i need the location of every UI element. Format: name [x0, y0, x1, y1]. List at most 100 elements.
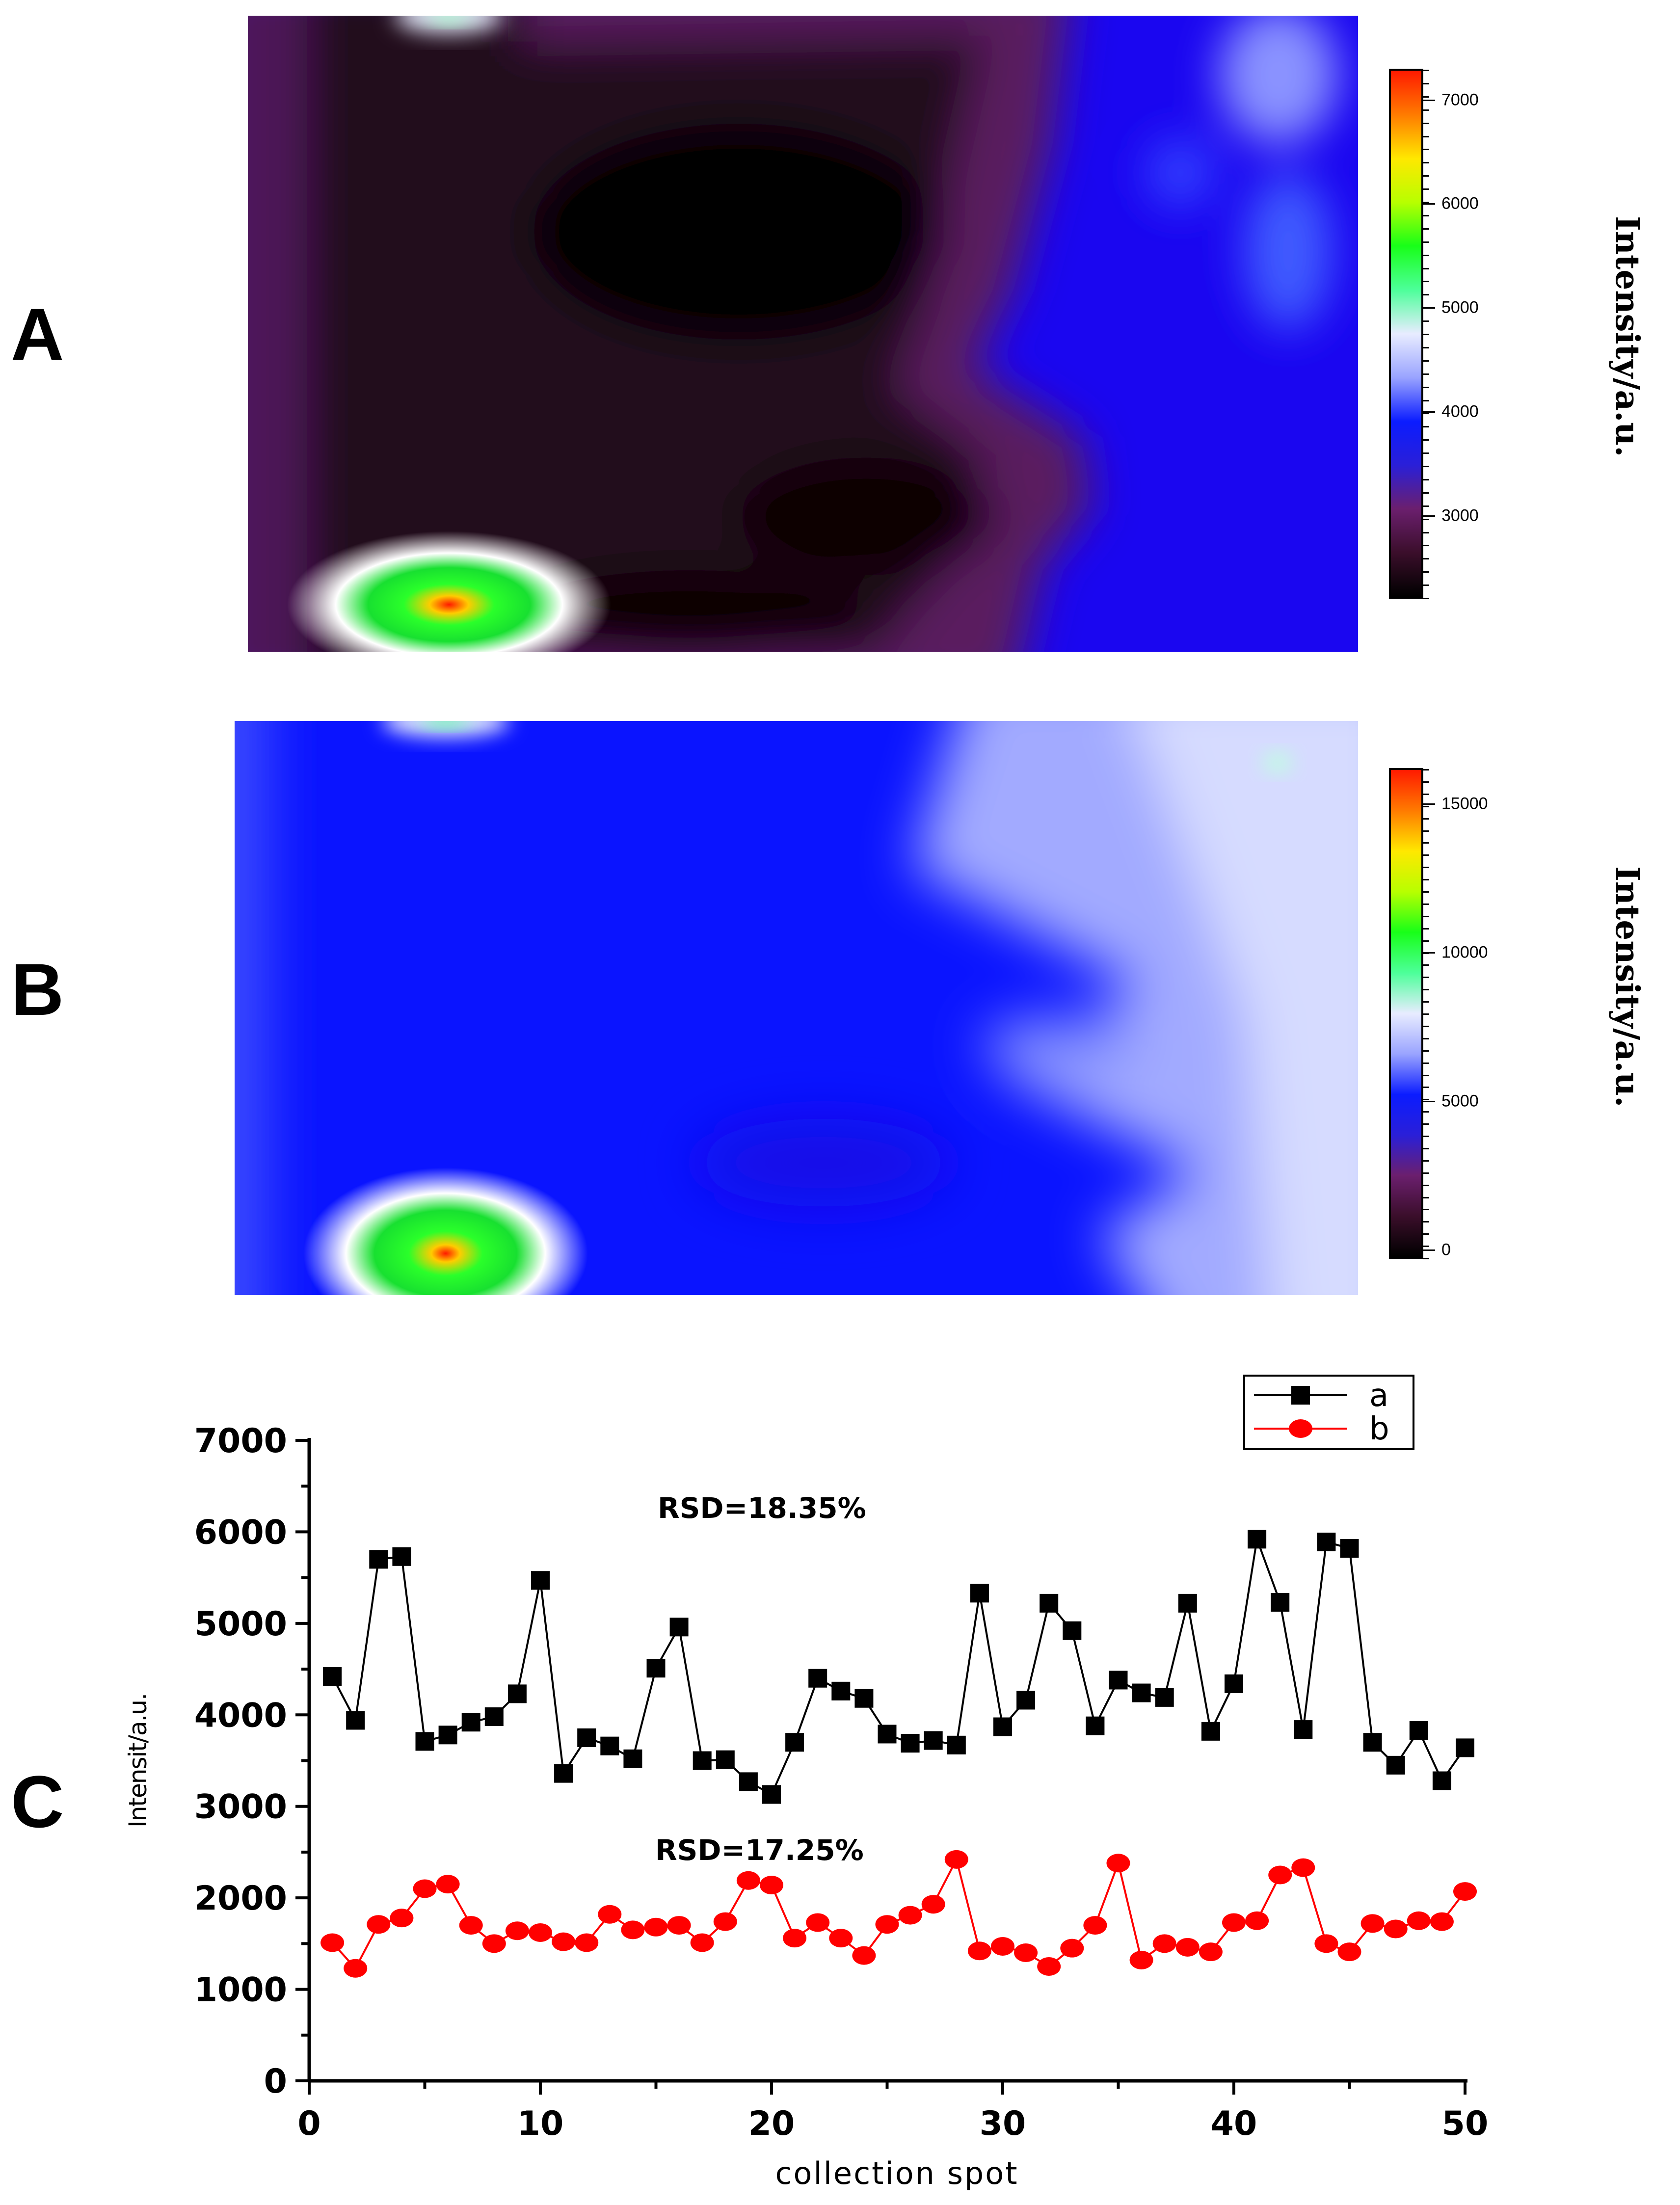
data-point-b — [621, 1920, 645, 1939]
data-point-a — [554, 1764, 573, 1783]
colorbar-tick — [1423, 867, 1429, 869]
colorbar-a-label: 6000 — [1441, 194, 1479, 213]
colorbar-tick — [1423, 70, 1429, 71]
colorbar-tick — [1423, 241, 1429, 243]
colorbar-tick — [1423, 1074, 1429, 1076]
colorbar-tick — [1423, 1221, 1429, 1223]
colorbar-tick — [1423, 1184, 1429, 1186]
colorbar-major-tick — [1423, 1249, 1435, 1251]
colorbar-tick — [1423, 505, 1429, 507]
colorbar-a-title: Intensity/a.u. — [1608, 216, 1647, 457]
colorbar-tick — [1423, 977, 1429, 979]
colorbar-tick — [1423, 989, 1429, 991]
data-point-a — [1248, 1530, 1267, 1549]
colorbar-b-label: 15000 — [1441, 794, 1488, 813]
colorbar-tick — [1423, 1111, 1429, 1113]
data-point-a — [1155, 1688, 1174, 1707]
colorbar-tick — [1423, 386, 1429, 388]
data-point-b — [852, 1946, 876, 1965]
data-point-a — [716, 1750, 735, 1769]
data-point-a — [1016, 1691, 1036, 1710]
colorbar-tick — [1423, 122, 1429, 124]
data-point-a — [531, 1571, 550, 1590]
data-point-a — [1386, 1755, 1405, 1775]
colorbar-a-gradient — [1389, 69, 1423, 599]
data-point-a — [901, 1734, 920, 1753]
colorbar-tick — [1423, 96, 1429, 98]
data-point-b — [1106, 1854, 1130, 1873]
colorbar-tick — [1423, 1087, 1429, 1089]
colorbar-tick — [1423, 769, 1429, 770]
x-tick-label: 50 — [1442, 2104, 1489, 2143]
y-tick-label: 2000 — [194, 1879, 287, 1918]
data-point-a — [762, 1785, 781, 1804]
data-point-a — [693, 1751, 712, 1770]
colorbar-tick — [1423, 452, 1429, 454]
x-tick-label: 10 — [517, 2104, 564, 2143]
y-tick-label: 3000 — [194, 1788, 287, 1827]
colorbar-tick — [1423, 399, 1429, 401]
colorbar-tick — [1423, 334, 1429, 335]
colorbar-tick — [1423, 466, 1429, 467]
colorbar-b-label: 10000 — [1441, 943, 1488, 962]
colorbar-tick — [1423, 793, 1429, 795]
colorbar-tick — [1423, 1001, 1429, 1003]
data-point-b — [1245, 1911, 1269, 1930]
data-point-a — [1432, 1771, 1451, 1790]
colorbar-tick — [1423, 1123, 1429, 1125]
colorbar-a-label: 7000 — [1441, 90, 1479, 109]
colorbar-tick — [1423, 1172, 1429, 1174]
data-point-a — [785, 1733, 804, 1752]
data-point-b — [875, 1915, 899, 1934]
data-point-a — [1063, 1621, 1082, 1640]
colorbar-tick — [1423, 545, 1429, 547]
line-chart-c: 0 1000 2000 3000 4000 5000 6000 7000 0 1… — [0, 1325, 1680, 2203]
colorbar-tick — [1423, 135, 1429, 137]
colorbar-tick — [1423, 188, 1429, 190]
data-point-a — [970, 1584, 989, 1603]
data-point-b — [1129, 1950, 1153, 1969]
colorbar-major-tick — [1423, 952, 1435, 954]
axes — [307, 1438, 1467, 2083]
legend: a b — [1243, 1375, 1414, 1450]
colorbar-tick — [1423, 781, 1429, 783]
colorbar-b-label: 5000 — [1441, 1091, 1479, 1111]
rsd-annotation-a: RSD=18.35% — [658, 1491, 866, 1525]
data-point-a — [1271, 1593, 1290, 1612]
colorbar-tick — [1423, 1258, 1429, 1259]
data-point-b — [898, 1906, 922, 1925]
data-point-a — [993, 1717, 1012, 1736]
colorbar-tick — [1423, 294, 1429, 296]
data-point-b — [413, 1879, 437, 1898]
colorbar-a: 7000 6000 5000 4000 3000 — [1384, 69, 1482, 599]
data-point-a — [646, 1659, 666, 1678]
colorbar-tick — [1423, 320, 1429, 322]
colorbar-tick — [1423, 915, 1429, 917]
data-point-a — [623, 1749, 642, 1768]
colorbar-tick — [1423, 879, 1429, 881]
legend-marker-b — [1289, 1419, 1312, 1438]
data-point-a — [1086, 1716, 1105, 1735]
colorbar-major-tick — [1423, 803, 1435, 805]
heatmap-b-svg — [235, 721, 1358, 1295]
data-point-a — [669, 1618, 689, 1637]
data-point-a — [1456, 1738, 1474, 1757]
data-point-b — [1291, 1858, 1315, 1877]
colorbar-major-tick — [1423, 411, 1435, 413]
colorbar-tick — [1423, 267, 1429, 269]
data-point-a — [739, 1772, 758, 1791]
data-point-b — [344, 1959, 368, 1978]
legend-label-a: a — [1369, 1378, 1388, 1414]
data-point-a — [1201, 1722, 1220, 1741]
data-point-b — [1060, 1939, 1084, 1958]
series-b — [320, 1850, 1477, 1978]
data-point-a — [808, 1669, 827, 1688]
data-point-b — [944, 1850, 968, 1869]
data-point-a — [577, 1728, 596, 1747]
colorbar-tick — [1423, 964, 1429, 966]
colorbar-tick — [1423, 1160, 1429, 1162]
colorbar-tick — [1423, 584, 1429, 586]
data-point-b — [1014, 1943, 1038, 1962]
colorbar-tick — [1423, 109, 1429, 111]
colorbar-tick — [1423, 1062, 1429, 1064]
